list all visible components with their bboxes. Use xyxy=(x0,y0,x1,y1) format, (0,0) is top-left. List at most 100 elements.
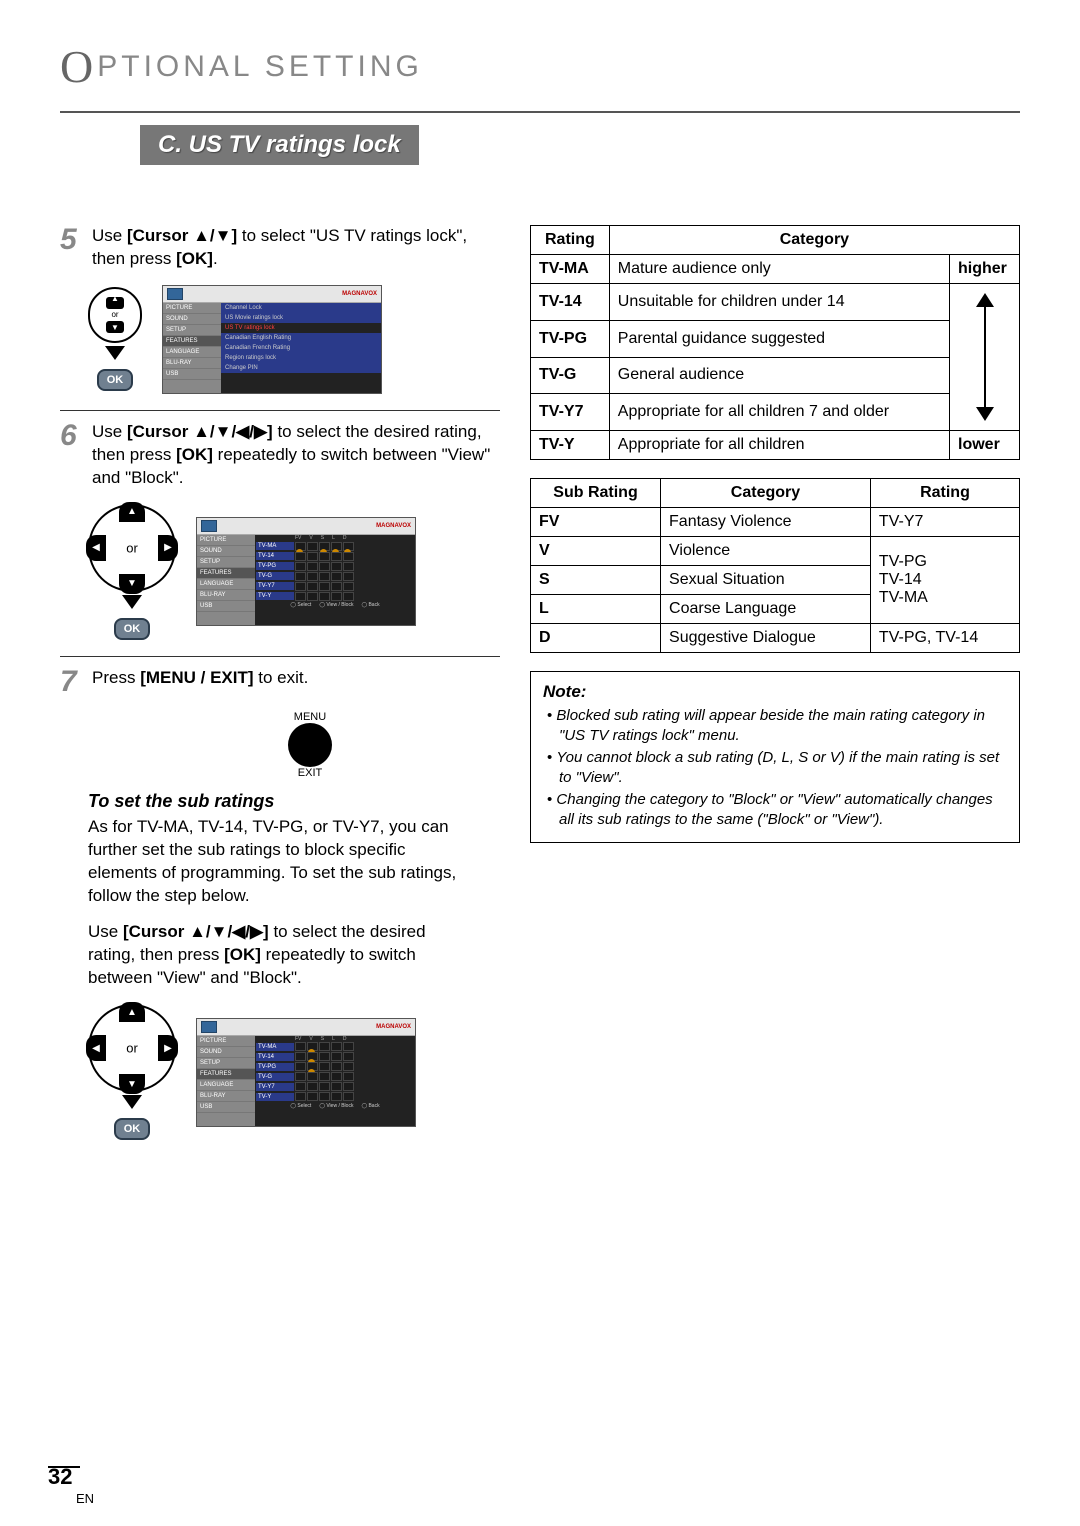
note-item: Changing the category to "Block" or "Vie… xyxy=(547,790,1007,829)
t2-r2-cat: Sexual Situation xyxy=(661,566,871,595)
step-7-number: 7 xyxy=(60,667,84,697)
tv-icon xyxy=(167,288,183,300)
note-list: Blocked sub rating will appear beside th… xyxy=(543,706,1007,829)
t2-r3-sub: L xyxy=(531,595,661,624)
ok-button-icon: OK xyxy=(114,618,151,640)
screen1-item: US TV ratings lock xyxy=(221,323,381,333)
step-7: 7 Press [MENU / EXIT] to exit. xyxy=(60,667,500,697)
screen-grid-row: TV-14 xyxy=(255,1052,415,1062)
screen-menu-item: USB xyxy=(163,369,221,380)
t2-h2: Rating xyxy=(870,479,1019,508)
vertical-arrow-icon xyxy=(958,289,1011,425)
footer-back: Back xyxy=(368,602,379,608)
divider xyxy=(60,410,500,411)
t1-r1-rating: TV-14 xyxy=(531,284,610,321)
t2-r4-sub: D xyxy=(531,624,661,653)
screen-footer: ◯ Select ◯ View / Block ◯ Back xyxy=(255,601,415,609)
screen-grid-row: TV-G xyxy=(255,1072,415,1082)
menu-label: MENU xyxy=(294,711,326,723)
t2-r3-cat: Coarse Language xyxy=(661,595,871,624)
screen1-item: Change PIN xyxy=(221,363,381,373)
t1-r4-rating: TV-Y7 xyxy=(531,394,610,431)
tv-screen-3: MAGNAVOX PICTURESOUNDSETUPFEATURESLANGUA… xyxy=(196,1018,416,1127)
step7-bold1: [MENU / EXIT] xyxy=(140,668,253,687)
screen-footer: ◯ Select ◯ View / Block ◯ Back xyxy=(255,1102,415,1110)
screen-menu-item: SETUP xyxy=(197,557,255,568)
brand-logo: MAGNAVOX xyxy=(342,291,377,297)
dpad-right-icon: ▶ xyxy=(158,1035,178,1061)
screen-grid-row: TV-Y xyxy=(255,1092,415,1102)
screen-menu-item: LANGUAGE xyxy=(197,579,255,590)
screen2-sidebar: PICTURESOUNDSETUPFEATURESLANGUAGEBLU-RAY… xyxy=(197,535,255,625)
remote-pill: ▲ or ▼ xyxy=(88,287,142,343)
t1-arrow-bottom: lower xyxy=(950,431,1020,460)
footer-back: Back xyxy=(368,1103,379,1109)
dpad-or: or xyxy=(126,540,138,555)
step-6-number: 6 xyxy=(60,421,84,490)
step-6-illustration: ▲ ▼ ◀ ▶ or OK MAGNAVOX PICTURESOUNDSETUP… xyxy=(88,504,500,640)
screen-menu-item: USB xyxy=(197,1102,255,1113)
screen-menu-item: FEATURES xyxy=(163,336,221,347)
subratings-table: Sub Rating Category Rating FV Fantasy Vi… xyxy=(530,478,1020,653)
step-5-illustration: ▲ or ▼ OK MAGNAVOX PICTURESOUNDSETUPFEAT… xyxy=(88,285,500,394)
step5-bold2: [OK] xyxy=(176,249,213,268)
t2-h0: Sub Rating xyxy=(531,479,661,508)
footer-viewblock: View / Block xyxy=(326,1103,353,1109)
sb2-b1: [Cursor ▲/▼/◀/▶] xyxy=(123,922,269,941)
t2-span-rating: TV-PG TV-14 TV-MA xyxy=(870,537,1019,624)
step6-bold1: [Cursor ▲/▼/◀/▶] xyxy=(127,422,273,441)
sb2-pre: Use xyxy=(88,922,123,941)
t2-r0-cat: Fantasy Violence xyxy=(661,508,871,537)
screen2-content: FVVSLD TV-MATV-14TV-PGTV-GTV-Y7TV-Y ◯ Se… xyxy=(255,535,415,625)
page-language: EN xyxy=(76,1491,94,1506)
flow-arrow-icon xyxy=(122,1095,142,1109)
dpad-icon: ▲ ▼ ◀ ▶ or xyxy=(88,1004,176,1092)
flow-arrow-icon xyxy=(122,595,142,609)
step5-post: . xyxy=(213,249,218,268)
step-5-number: 5 xyxy=(60,225,84,271)
sb2-b2: [OK] xyxy=(224,945,261,964)
screen1-item: US Movie ratings lock xyxy=(221,313,381,323)
subratings-illustration: ▲ ▼ ◀ ▶ or OK MAGNAVOX PICTURESOUNDSETUP… xyxy=(88,1004,500,1140)
t1-r0-rating: TV-MA xyxy=(531,255,610,284)
remote-dpad-stack: ▲ ▼ ◀ ▶ or OK xyxy=(88,1004,176,1140)
note-box: Note: Blocked sub rating will appear bes… xyxy=(530,671,1020,843)
screen-menu-item: SOUND xyxy=(197,546,255,557)
dpad-icon: ▲ ▼ ◀ ▶ or xyxy=(88,504,176,592)
tv-screen-2: MAGNAVOX PICTURESOUNDSETUPFEATURESLANGUA… xyxy=(196,517,416,626)
note-title: Note: xyxy=(543,682,1007,702)
screen-menu-item: SOUND xyxy=(163,314,221,325)
screen-grid-row: TV-Y xyxy=(255,591,415,601)
step7-pre: Press xyxy=(92,668,140,687)
step-5-text: Use [Cursor ▲/▼] to select "US TV rating… xyxy=(92,225,500,271)
screen3-grid: TV-MATV-14TV-PGTV-GTV-Y7TV-Y xyxy=(255,1042,415,1102)
menu-exit-button-diagram: MENU EXIT xyxy=(120,711,500,779)
screen-grid-row: TV-Y7 xyxy=(255,581,415,591)
t1-r5-cat: Appropriate for all children xyxy=(609,431,949,460)
t1-arrow-top: higher xyxy=(950,255,1020,284)
t1-r5-rating: TV-Y xyxy=(531,431,610,460)
dpad-or: or xyxy=(126,1041,138,1056)
t2-r4-rating: TV-PG, TV-14 xyxy=(870,624,1019,653)
screen-grid-row: TV-MA xyxy=(255,1042,415,1052)
t2-r1-cat: Violence xyxy=(661,537,871,566)
t1-h-rating: Rating xyxy=(531,226,610,255)
step-6-text: Use [Cursor ▲/▼/◀/▶] to select the desir… xyxy=(92,421,500,490)
t2-h1: Category xyxy=(661,479,871,508)
note-item: Blocked sub rating will appear beside th… xyxy=(547,706,1007,745)
ratings-table: Rating Category TV-MA Mature audience on… xyxy=(530,225,1020,460)
subhead-subratings: To set the sub ratings xyxy=(88,791,500,812)
note-item: You cannot block a sub rating (D, L, S o… xyxy=(547,748,1007,787)
remote-or: or xyxy=(111,311,118,319)
step5-pre: Use xyxy=(92,226,127,245)
t1-r2-cat: Parental guidance suggested xyxy=(609,320,949,357)
screen-grid-row: TV-PG xyxy=(255,1062,415,1072)
header-initial: O xyxy=(60,41,97,92)
screen1-item: Region ratings lock xyxy=(221,353,381,363)
screen-menu-item: PICTURE xyxy=(197,535,255,546)
tv-icon xyxy=(201,1021,217,1033)
screen-menu-item: BLU-RAY xyxy=(197,1091,255,1102)
dpad-right-icon: ▶ xyxy=(158,535,178,561)
up-arrow-icon: ▲ xyxy=(106,297,124,309)
t2-r2-sub: S xyxy=(531,566,661,595)
